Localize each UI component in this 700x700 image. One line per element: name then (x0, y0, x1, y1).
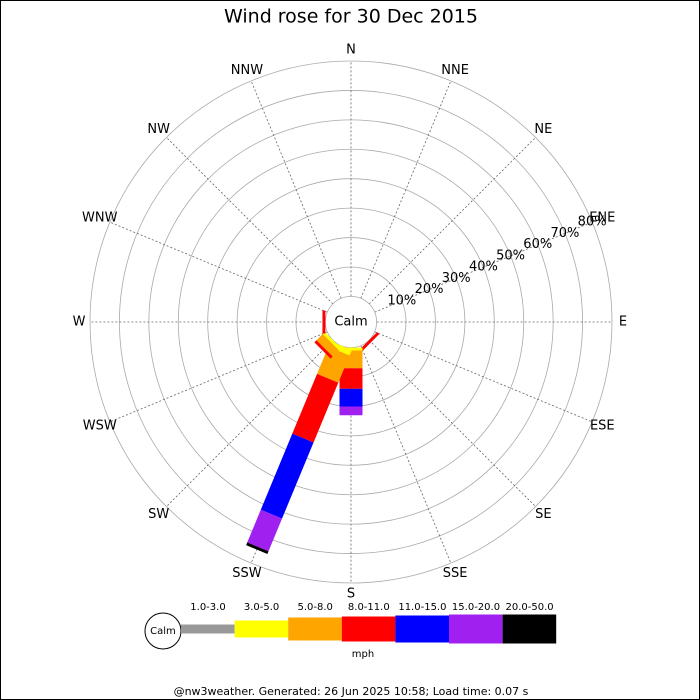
spoke (166, 137, 334, 305)
r-tick-label: 30% (442, 271, 471, 286)
wind-bar (339, 406, 363, 416)
wind-bar (339, 388, 363, 407)
spoke (368, 339, 536, 507)
direction-label: E (619, 315, 627, 330)
chart-title: Wind rose for 30 Dec 2015 (224, 6, 478, 28)
r-tick-label: 60% (523, 237, 552, 252)
wind-bar (322, 310, 326, 334)
direction-label: S (347, 587, 355, 602)
direction-label: ESE (590, 419, 615, 434)
spoke (166, 339, 334, 507)
spoke (109, 221, 328, 313)
legend-label: 1.0-3.0 (190, 602, 225, 613)
wind-bar (247, 509, 283, 552)
calm-label: Calm (334, 315, 367, 330)
grid-ring (177, 148, 525, 496)
wind-bar (360, 331, 380, 351)
wind-bar (292, 373, 339, 443)
legend-label: 5.0-8.0 (297, 602, 332, 613)
legend-label: 11.0-15.0 (398, 602, 446, 613)
direction-label: NNE (441, 63, 469, 78)
spoke (374, 331, 593, 423)
legend-unit: mph (352, 649, 374, 660)
r-tick-label: 80% (578, 215, 607, 230)
legend-swatch (234, 620, 289, 638)
r-tick-label: 10% (387, 293, 416, 308)
direction-label: SSW (232, 566, 262, 581)
wind-bar (314, 340, 333, 359)
direction-label: SE (535, 507, 551, 522)
direction-label: N (346, 43, 356, 58)
spoke (360, 345, 452, 564)
spoke (360, 80, 452, 299)
wind-bar (322, 331, 342, 351)
legend-label: 3.0-5.0 (244, 602, 279, 613)
legend-swatch (395, 615, 449, 643)
spoke (374, 221, 593, 313)
legend-label: 20.0-50.0 (506, 602, 554, 613)
direction-label: W (73, 315, 86, 330)
legend-swatch (502, 614, 557, 644)
wind-bar (317, 346, 350, 383)
r-tick-label: 70% (550, 226, 579, 241)
direction-label: NNW (231, 63, 263, 78)
legend-swatch (288, 617, 342, 641)
direction-label: NE (534, 122, 552, 137)
legend-calm-label: Calm (150, 626, 176, 637)
r-tick-label: 40% (469, 260, 498, 275)
spoke (250, 80, 342, 299)
spoke (368, 137, 536, 305)
wind-bar (246, 542, 269, 554)
legend-swatch (449, 614, 503, 644)
direction-label: NW (147, 122, 170, 137)
legend-label: 15.0-20.0 (452, 602, 500, 613)
direction-label: WNW (82, 210, 118, 225)
wind-bar (260, 433, 314, 519)
legend-swatch (341, 616, 396, 642)
direction-label: ENE (589, 210, 615, 225)
wind-bar (339, 368, 363, 389)
r-tick-label: 50% (496, 248, 525, 263)
grid-ring (89, 60, 613, 584)
spoke (109, 331, 328, 423)
legend-label: 8.0-11.0 (348, 602, 390, 613)
wind-bar (316, 334, 339, 357)
legend-swatch (181, 624, 235, 634)
direction-label: WSW (83, 419, 117, 434)
direction-label: SSE (443, 566, 468, 581)
footer: @nw3weather. Generated: 26 Jun 2025 10:5… (174, 685, 529, 698)
direction-label: SW (148, 507, 169, 522)
r-tick-label: 20% (415, 282, 444, 297)
